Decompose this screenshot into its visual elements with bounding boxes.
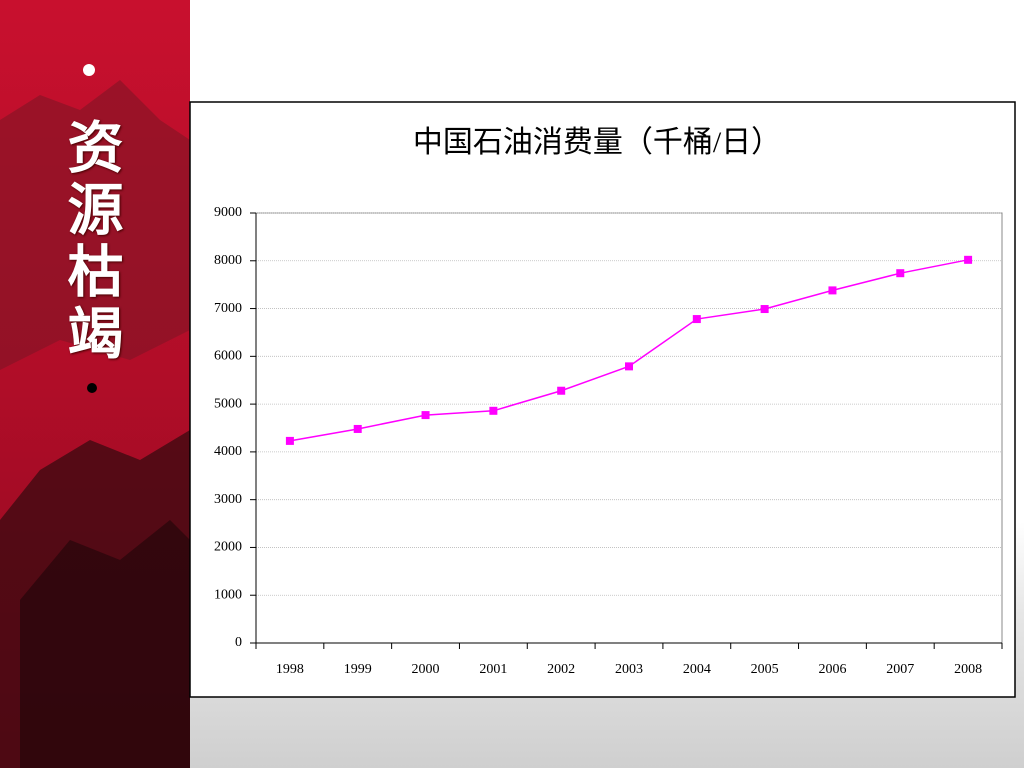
y-tick-label: 6000	[214, 349, 242, 364]
x-tick-label: 2003	[615, 662, 643, 677]
x-tick-label: 2007	[886, 662, 914, 677]
marker	[557, 386, 566, 395]
mountain	[0, 80, 190, 370]
x-tick-label: 2000	[412, 662, 440, 677]
x-tick-label: 2004	[683, 662, 711, 677]
y-tick-label: 0	[235, 635, 242, 650]
side-panel	[0, 0, 190, 768]
bullet	[83, 64, 95, 76]
marker	[353, 424, 362, 433]
marker	[285, 436, 294, 445]
x-tick-label: 2001	[479, 662, 507, 677]
x-tick-label: 2006	[818, 662, 846, 677]
x-tick-label: 1999	[344, 662, 372, 677]
marker	[760, 305, 769, 314]
x-tick-label: 2005	[751, 662, 779, 677]
marker	[625, 362, 633, 371]
chart-frame	[189, 101, 1016, 698]
x-tick-label: 2002	[547, 662, 575, 677]
side-title: 资源枯竭	[58, 118, 123, 366]
y-tick-label: 3000	[214, 492, 242, 507]
y-tick-label: 5000	[214, 396, 242, 411]
y-tick-label: 8000	[214, 253, 242, 268]
y-tick-label: 4000	[214, 444, 242, 459]
y-tick-label: 9000	[214, 205, 242, 220]
bullet	[87, 383, 97, 393]
x-tick-label: 1998	[276, 662, 304, 677]
mountain	[20, 520, 190, 768]
y-tick-label: 7000	[214, 301, 242, 316]
y-tick-label: 1000	[214, 587, 242, 602]
x-tick-label: 2008	[954, 662, 982, 677]
marker	[964, 255, 973, 264]
marker	[896, 269, 905, 278]
marker	[828, 286, 837, 295]
chart-title: 中国石油消费量（千桶/日）	[413, 126, 781, 159]
marker	[489, 406, 498, 415]
y-tick-label: 2000	[214, 540, 242, 555]
marker	[692, 315, 701, 324]
marker	[421, 411, 430, 420]
